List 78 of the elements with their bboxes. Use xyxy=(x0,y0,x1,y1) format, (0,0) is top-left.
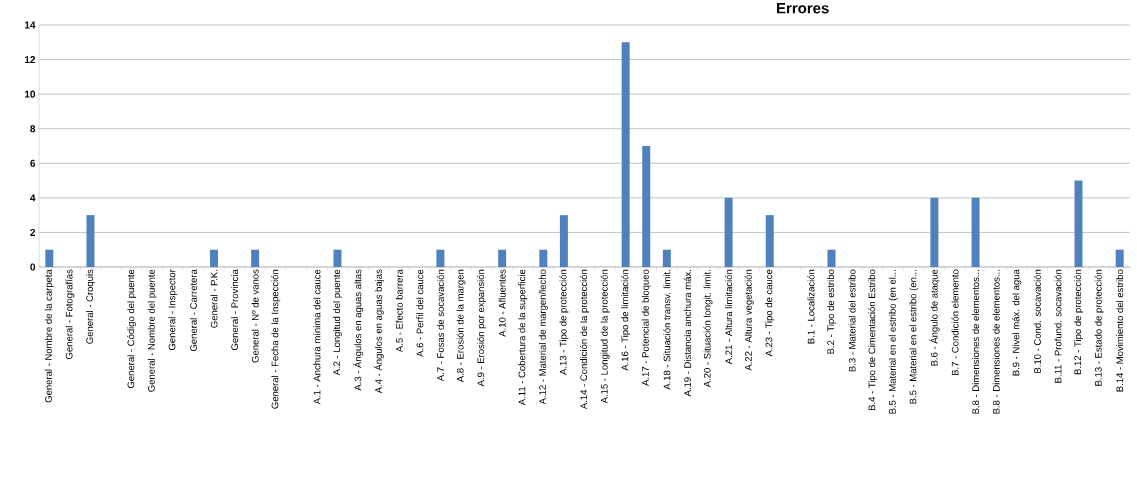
x-tick-label: A.9 - Erosión por expansión xyxy=(477,269,487,387)
x-tick-label: A.14 - Condición de la protección xyxy=(580,269,589,410)
y-tick-label: 4 xyxy=(30,194,36,202)
chart-title: Errores xyxy=(776,3,829,14)
bar xyxy=(559,215,568,267)
x-tick-label: B.5 - Material en el estribo (en... xyxy=(909,270,919,404)
x-tick-label: A.12 - Material de margen/lecho xyxy=(538,269,548,405)
x-tick-label: A.2 - Longitud del puente xyxy=(333,269,342,376)
y-tick-label: 10 xyxy=(24,90,36,98)
x-tick-label: A.4 - Ángulos en aguas bajas xyxy=(373,269,384,394)
bar xyxy=(724,197,733,267)
x-tick-label: A.23 - Tipo de cauce xyxy=(765,269,775,357)
bar xyxy=(333,249,342,267)
x-tick-label: A.22 - Altura vegetación xyxy=(744,269,754,371)
x-tick-label: General - Croquis xyxy=(86,269,95,344)
x-tick-label: General - Provincia xyxy=(231,269,239,351)
bar xyxy=(621,42,630,267)
x-tick-label: B.1 - Localización xyxy=(807,269,815,344)
x-tick-label: A.15 - Longitud de la protección xyxy=(600,269,610,404)
x-tick-label: B.5 - Material en el estribo (en el... xyxy=(888,270,898,414)
bar xyxy=(1115,249,1124,267)
x-tick-label: A.13 - Tipo de protección xyxy=(559,269,569,375)
bar xyxy=(662,249,671,267)
x-tick-label: A.1 - Anchura mínima del cauce xyxy=(313,269,321,405)
x-tick-label: A.16 - Tipo de limitación xyxy=(621,269,631,371)
x-tick-label: B.9 - Nivel máx. del agua xyxy=(1012,269,1022,376)
y-tick-label: 12 xyxy=(24,56,36,64)
y-tick-label: 8 xyxy=(30,125,36,133)
x-tick-label: A.11 - Cobertura de la superficie xyxy=(518,269,528,406)
bar xyxy=(251,249,260,267)
x-tick-label: A.19 - Distancia anchura máx. xyxy=(683,270,691,397)
x-tick-label: General - Nombre de la carpeta xyxy=(44,269,54,403)
x-tick-label: A.21 - Altura limitación xyxy=(725,269,733,365)
y-tick-label: 2 xyxy=(30,228,36,236)
x-tick-label: A.17 - Potencial de bloqueo xyxy=(641,269,651,386)
bar xyxy=(930,197,939,267)
y-tick-label: 14 xyxy=(24,21,36,29)
bar xyxy=(539,249,548,267)
x-tick-label: A.3 - Ángulos en aguas altas xyxy=(352,269,364,391)
x-tick-label: General - Nº de vanos xyxy=(251,269,259,363)
x-tick-label: A.6 - Perfil del cauce xyxy=(416,269,424,357)
bar xyxy=(1074,180,1083,267)
x-tick-label: A.10 - Afluentes xyxy=(498,269,506,337)
bar xyxy=(765,215,774,267)
x-tick-label: A.7 - Fosas de socavación xyxy=(436,269,444,382)
x-tick-label: A.20 - Situación longit. limit. xyxy=(703,270,713,388)
x-tick-label: B.6 - Ángulo de ataque xyxy=(929,269,940,366)
x-tick-label: B.13 - Estado de protección xyxy=(1094,269,1104,386)
bar xyxy=(498,249,507,267)
x-tick-label: A.18 - Situación transv. limit. xyxy=(663,270,671,390)
x-tick-label: General - Fecha de la Inspección xyxy=(271,269,281,409)
x-tick-label: B.12 - Tipo de protección xyxy=(1074,269,1083,375)
x-tick-label: General - Carretera xyxy=(189,269,197,352)
x-tick-label: B.7 - Condición elemento xyxy=(951,269,959,376)
bar xyxy=(436,249,445,267)
x-tick-label: General - Código del puente xyxy=(127,269,137,389)
x-tick-label: A.8 - Erosión de la margen xyxy=(456,269,466,383)
bar xyxy=(45,249,54,267)
x-tick-label: B.8 - Dimensiones de elementos... xyxy=(992,270,1000,414)
x-tick-label: General - Inspector xyxy=(168,269,178,351)
x-tick-label: General - Nombre del puente xyxy=(147,269,157,392)
x-tick-label: B.2 - Tipo de estribo xyxy=(827,269,836,354)
x-tick-label: General - P.K. xyxy=(210,270,218,328)
x-tick-label: B.8 - Dimensiones de elementos... xyxy=(972,270,980,414)
x-tick-label: A.5 - Efecto barrera xyxy=(395,269,403,353)
bar xyxy=(971,197,980,267)
y-tick-label: 0 xyxy=(30,263,36,271)
x-tick-label: B.14 - Movimiento del estribo xyxy=(1116,269,1124,392)
x-tick-label: B.4 - Tipo de Cimentación Estribo xyxy=(868,269,878,411)
x-tick-label: B.3 - Material del estribo xyxy=(848,269,856,372)
y-tick-label: 6 xyxy=(30,159,36,167)
bar xyxy=(642,145,651,267)
bar xyxy=(209,249,218,267)
x-tick-label: B.10 - Cond. socavación xyxy=(1033,269,1041,373)
bar xyxy=(827,249,836,267)
x-tick-label: General - Fotografías xyxy=(65,269,75,360)
bar xyxy=(86,215,95,267)
x-tick-label: B.11 - Profund. socavación xyxy=(1054,269,1062,383)
